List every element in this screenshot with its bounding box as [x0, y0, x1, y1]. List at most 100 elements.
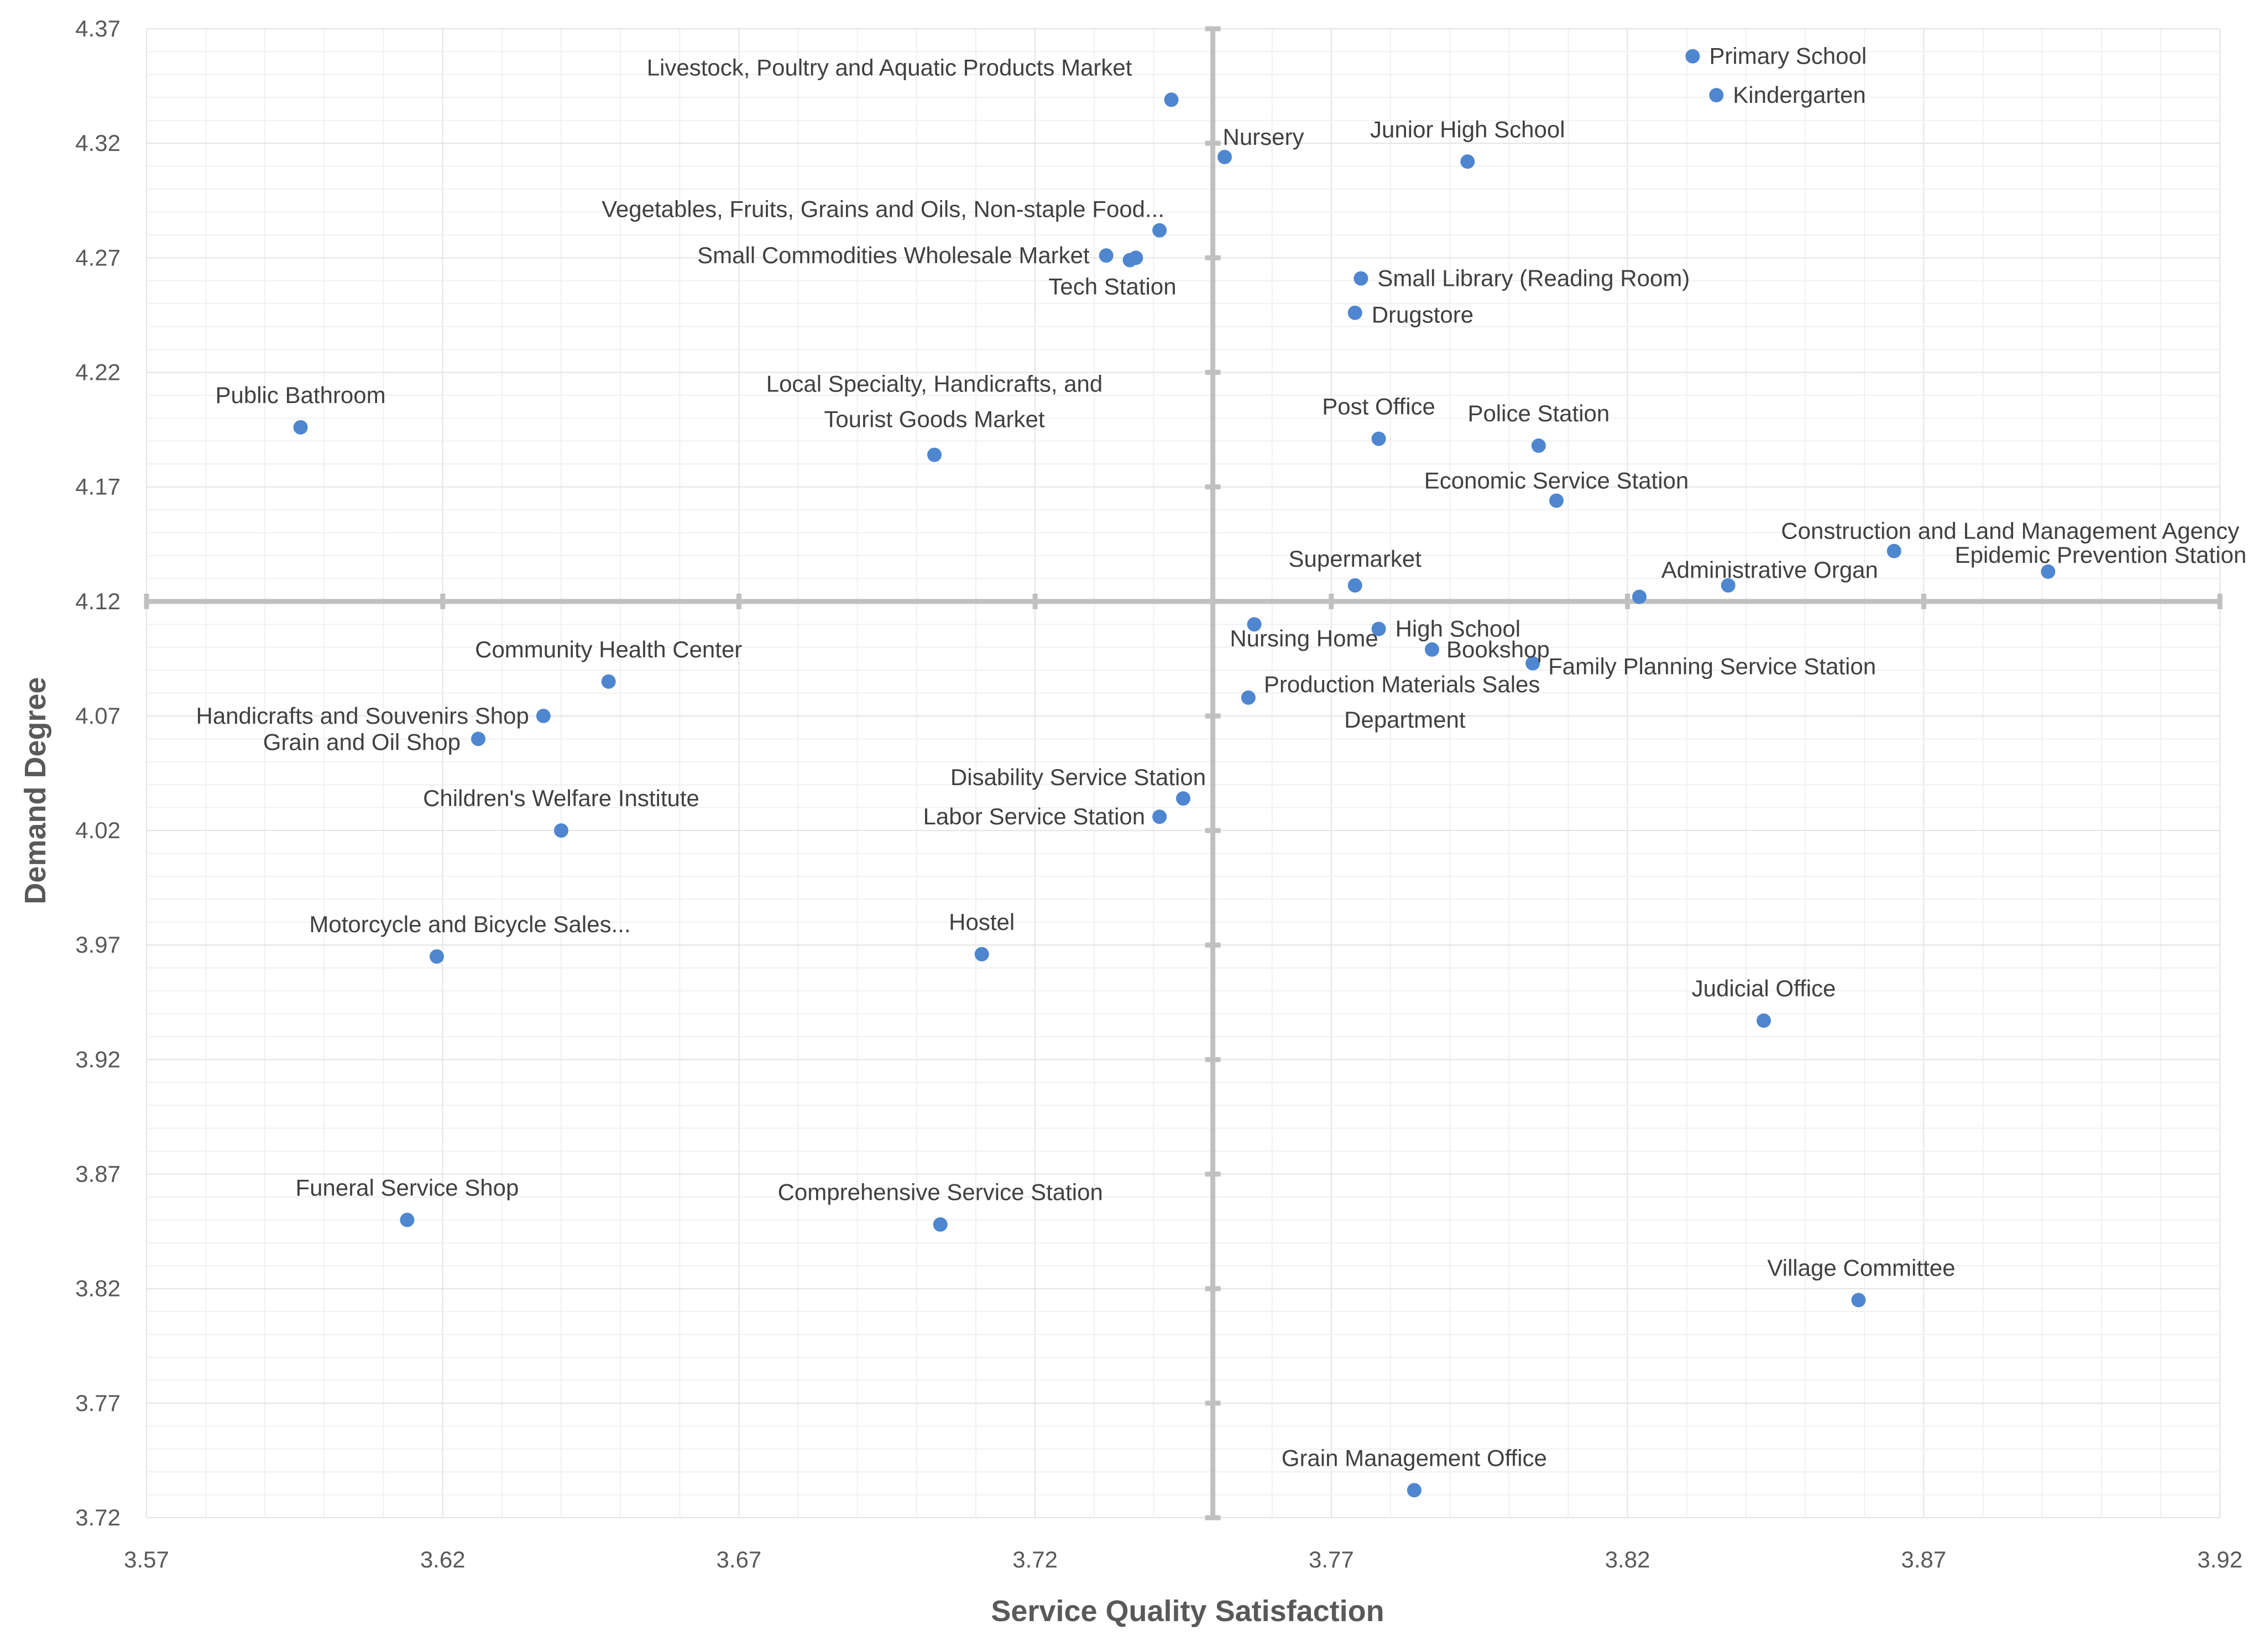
data-point — [1886, 543, 1901, 558]
data-label-line: Tourist Goods Market — [824, 406, 1044, 432]
data-label: Bookshop — [1446, 636, 1550, 662]
data-label: Economic Service Station — [1424, 467, 1689, 493]
x-tick-labels: 3.57 3.62 3.67 3.72 3.77 3.82 3.87 3.92 — [124, 1546, 2243, 1572]
y-tick-label: 3.97 — [75, 932, 121, 958]
data-label: Community Health Center — [475, 636, 742, 662]
x-axis-title: Service Quality Satisfaction — [991, 1595, 1384, 1628]
data-point — [400, 1213, 415, 1227]
data-point — [1721, 578, 1736, 593]
data-label: Livestock, Poultry and Aquatic Products … — [647, 54, 1132, 80]
data-label: Supermarket — [1288, 546, 1422, 572]
data-point — [1460, 154, 1475, 169]
data-label: Judicial Office — [1692, 975, 1836, 1001]
data-point — [1371, 431, 1386, 446]
data-label: Drugstore — [1372, 302, 1473, 328]
data-label-line: Department — [1344, 707, 1466, 733]
data-point — [293, 420, 308, 435]
data-label: Kindergarten — [1733, 82, 1866, 108]
data-point — [1354, 271, 1368, 286]
y-axis-title: Demand Degree — [19, 677, 52, 904]
x-tick-label: 3.82 — [1605, 1546, 1650, 1572]
data-label: Small Commodities Wholesale Market — [697, 242, 1090, 268]
data-point — [1407, 1483, 1422, 1498]
data-point — [1152, 223, 1167, 238]
data-label: Comprehensive Service Station — [778, 1179, 1103, 1205]
data-point — [601, 674, 616, 689]
y-tick-label: 4.32 — [75, 130, 121, 156]
data-point — [974, 947, 989, 961]
data-label: Junior High School — [1370, 116, 1565, 142]
data-label: Funeral Service Shop — [295, 1174, 519, 1200]
data-point — [430, 949, 444, 964]
data-label: Construction and Land Management Agency — [1781, 518, 2239, 544]
data-label: Tech Station — [1048, 273, 1176, 299]
data-label-line: Production Materials Sales — [1264, 671, 1540, 697]
data-label: Small Library (Reading Room) — [1377, 265, 1690, 291]
data-point — [1531, 438, 1546, 453]
data-point — [1099, 248, 1114, 263]
data-point — [1851, 1293, 1866, 1308]
data-label: Nursery — [1222, 124, 1304, 150]
data-point — [554, 823, 568, 838]
data-labels: Primary School Kindergarten Livestock, Pou… — [196, 43, 2246, 1471]
data-point — [471, 731, 485, 746]
gridlines — [146, 28, 2220, 1518]
x-tick-label: 3.87 — [1901, 1546, 1946, 1572]
y-tick-label: 3.72 — [75, 1504, 121, 1530]
y-tick-label: 4.27 — [75, 244, 121, 270]
data-label: High School — [1396, 615, 1520, 641]
data-point — [1347, 578, 1362, 593]
y-tick-label: 4.22 — [75, 359, 121, 385]
data-label: Post Office — [1322, 394, 1435, 420]
data-point — [1425, 642, 1439, 657]
x-tick-label: 3.67 — [717, 1546, 762, 1572]
y-tick-labels: 3.72 3.77 3.82 3.87 3.92 3.97 4.02 4.07 4.12 4.17… — [75, 15, 121, 1530]
data-label: Village Committee — [1767, 1255, 1955, 1281]
data-point — [1128, 250, 1143, 265]
data-label: Administrative Organ — [1661, 557, 1878, 583]
data-point — [1632, 589, 1647, 604]
data-point — [933, 1217, 948, 1232]
x-tick-label: 3.72 — [1012, 1546, 1058, 1572]
data-label: Production Materials Sales Department — [1264, 671, 1540, 733]
data-point — [1217, 150, 1232, 165]
data-label: Hostel — [949, 909, 1015, 935]
x-tick-label: 3.77 — [1309, 1546, 1354, 1572]
data-point — [1176, 791, 1190, 806]
data-point — [1247, 617, 1262, 632]
quadrant-axes — [144, 26, 2223, 1520]
data-point — [536, 708, 551, 723]
data-label: Grain and Oil Shop — [263, 729, 461, 755]
data-label: Disability Service Station — [950, 764, 1206, 790]
data-point — [2041, 564, 2056, 579]
data-label-line: Local Specialty, Handicrafts, and — [766, 371, 1103, 397]
y-tick-label: 4.37 — [75, 15, 121, 41]
data-point — [1525, 656, 1540, 671]
data-point — [1757, 1013, 1771, 1028]
data-point — [1152, 809, 1167, 824]
data-label: Epidemic Prevention Station — [1955, 542, 2246, 568]
data-label: Family Planning Service Station — [1548, 654, 1876, 680]
y-tick-label: 3.82 — [75, 1276, 121, 1302]
x-tick-label: 3.62 — [420, 1546, 466, 1572]
data-point — [927, 447, 942, 462]
x-tick-label: 3.57 — [124, 1546, 169, 1572]
y-tick-label: 4.07 — [75, 703, 121, 729]
data-label: Local Specialty, Handicrafts, and Tourist… — [766, 371, 1103, 432]
data-label: Vegetables, Fruits, Grains and Oils, Non… — [602, 196, 1164, 222]
y-tick-label: 4.02 — [75, 817, 121, 843]
data-label: Police Station — [1467, 400, 1609, 426]
data-label: Primary School — [1709, 43, 1867, 69]
x-tick-label: 3.92 — [2197, 1546, 2243, 1572]
data-label: Children's Welfare Institute — [423, 785, 699, 811]
data-label: Nursing Home — [1230, 625, 1378, 651]
data-points — [293, 49, 2056, 1498]
data-label: Motorcycle and Bicycle Sales... — [309, 911, 630, 937]
y-tick-label: 4.12 — [75, 588, 121, 614]
y-tick-label: 3.92 — [75, 1046, 121, 1072]
data-point — [1371, 621, 1386, 636]
data-point — [1709, 88, 1724, 103]
data-point — [1685, 49, 1700, 64]
